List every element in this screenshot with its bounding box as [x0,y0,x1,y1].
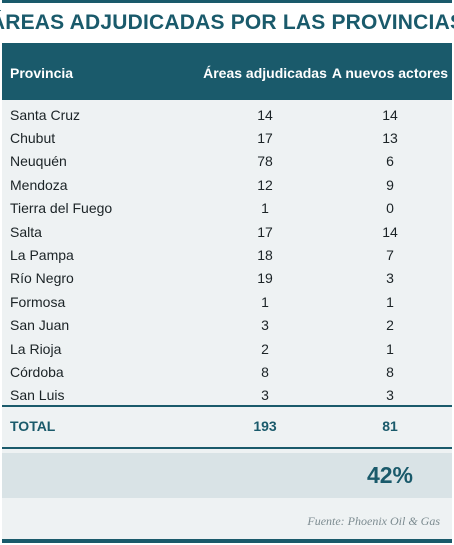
cell-areas: 1 [261,293,269,310]
cell-nuevos: 3 [386,387,394,404]
total-separator [2,405,452,407]
cell-nuevos: 6 [386,153,394,170]
cell-areas: 18 [257,247,273,264]
cell-areas: 14 [257,106,273,123]
cell-provincia: San Juan [10,317,70,334]
cell-provincia: La Pampa [10,247,74,264]
table-row: Salta 17 14 [2,220,452,243]
cell-nuevos: 9 [386,176,394,193]
table-row: San Juan 3 2 [2,314,452,337]
source-note: Fuente: Phoenix Oil & Gas [307,514,440,528]
cell-nuevos: 1 [386,340,394,357]
table-title: ÁREAS ADJUDICADAS POR LAS PROVINCIAS [0,11,454,34]
cell-nuevos: 3 [386,270,394,287]
table-row: La Rioja 2 1 [2,337,452,360]
table-row: San Luis 3 3 [2,384,452,407]
percentage-separator [2,447,452,449]
percentage-band: 42% [2,453,452,498]
cell-areas: 12 [257,176,273,193]
total-nuevos: 81 [382,418,398,434]
cell-nuevos: 1 [386,293,394,310]
table-row: Neuquén 78 6 [2,150,452,173]
cell-areas: 3 [261,387,269,404]
table-row: Mendoza 12 9 [2,173,452,196]
cell-provincia: Neuquén [10,153,67,170]
cell-provincia: Río Negro [10,270,74,287]
title-bar: ÁREAS ADJUDICADAS POR LAS PROVINCIAS [0,0,454,46]
bottom-bar [2,539,452,543]
cell-areas: 8 [261,363,269,380]
cell-nuevos: 0 [386,200,394,217]
table-row: Río Negro 19 3 [2,267,452,290]
table-row: La Pampa 18 7 [2,243,452,266]
cell-areas: 1 [261,200,269,217]
table-row: Tierra del Fuego 1 0 [2,197,452,220]
cell-provincia: Santa Cruz [10,106,81,123]
cell-areas: 78 [257,153,273,170]
total-label: TOTAL [10,418,56,434]
cell-areas: 17 [257,130,273,147]
header-provincia: Provincia [10,65,74,81]
table-body: Santa Cruz 14 14 Chubut 17 13 Neuquén 78 6 Mendoz… [2,100,452,407]
cell-areas: 17 [257,223,273,240]
cell-nuevos: 14 [382,106,398,123]
cell-provincia: Mendoza [10,176,68,193]
total-row: TOTAL 193 81 [2,414,452,438]
cell-areas: 2 [261,340,269,357]
cell-areas: 19 [257,270,273,287]
cell-areas: 3 [261,317,269,334]
cell-nuevos: 2 [386,317,394,334]
table-row: Córdoba 8 8 [2,360,452,383]
table-row: Formosa 1 1 [2,290,452,313]
table-header: Provincia Áreas adjudicadas A nuevos act… [2,46,452,100]
table-row: Santa Cruz 14 14 [2,103,452,126]
cell-provincia: Tierra del Fuego [10,200,113,217]
cell-provincia: La Rioja [10,340,62,357]
cell-nuevos: 13 [382,130,398,147]
header-areas-adjudicadas: Áreas adjudicadas [203,64,327,81]
cell-provincia: Formosa [10,293,66,310]
cell-provincia: San Luis [10,387,65,404]
total-areas: 193 [253,418,277,434]
cell-nuevos: 14 [382,223,398,240]
cell-provincia: Chubut [10,130,56,147]
cell-provincia: Salta [10,223,42,240]
cell-nuevos: 8 [386,363,394,380]
cell-provincia: Córdoba [10,363,64,380]
cell-nuevos: 7 [386,247,394,264]
percentage-value: 42% [366,462,414,488]
header-nuevos-actores: A nuevos actores [331,64,449,81]
table-row: Chubut 17 13 [2,126,452,149]
